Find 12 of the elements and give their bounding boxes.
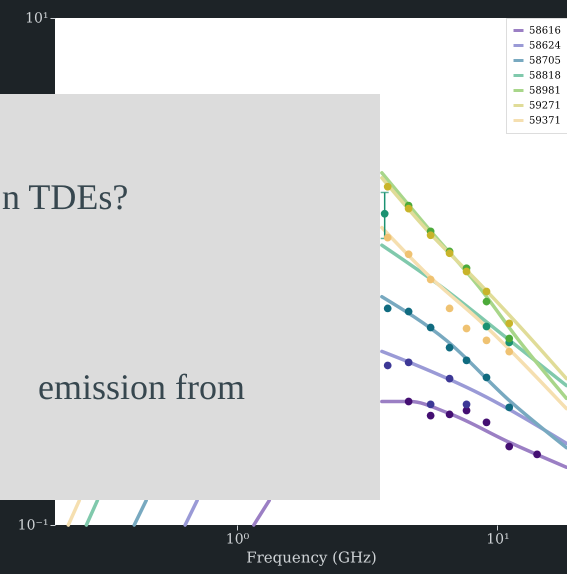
annotation: n TDEs? — [2, 177, 128, 217]
legend-label: 58818 — [529, 70, 561, 82]
annotation: emission from — [38, 367, 245, 407]
legend-label: 59271 — [529, 100, 561, 112]
legend-label: 58981 — [529, 86, 561, 96]
x-axis-title: Frequency (GHz) — [246, 548, 377, 566]
legend-label: 58624 — [529, 40, 561, 52]
legend-label: 58705 — [529, 56, 561, 66]
x-tick-label: 10⁰ — [226, 532, 250, 548]
legend-label: 59371 — [529, 116, 561, 126]
y-tick-label: 10⁻¹ — [18, 518, 48, 534]
legend-label: 58616 — [529, 26, 561, 36]
